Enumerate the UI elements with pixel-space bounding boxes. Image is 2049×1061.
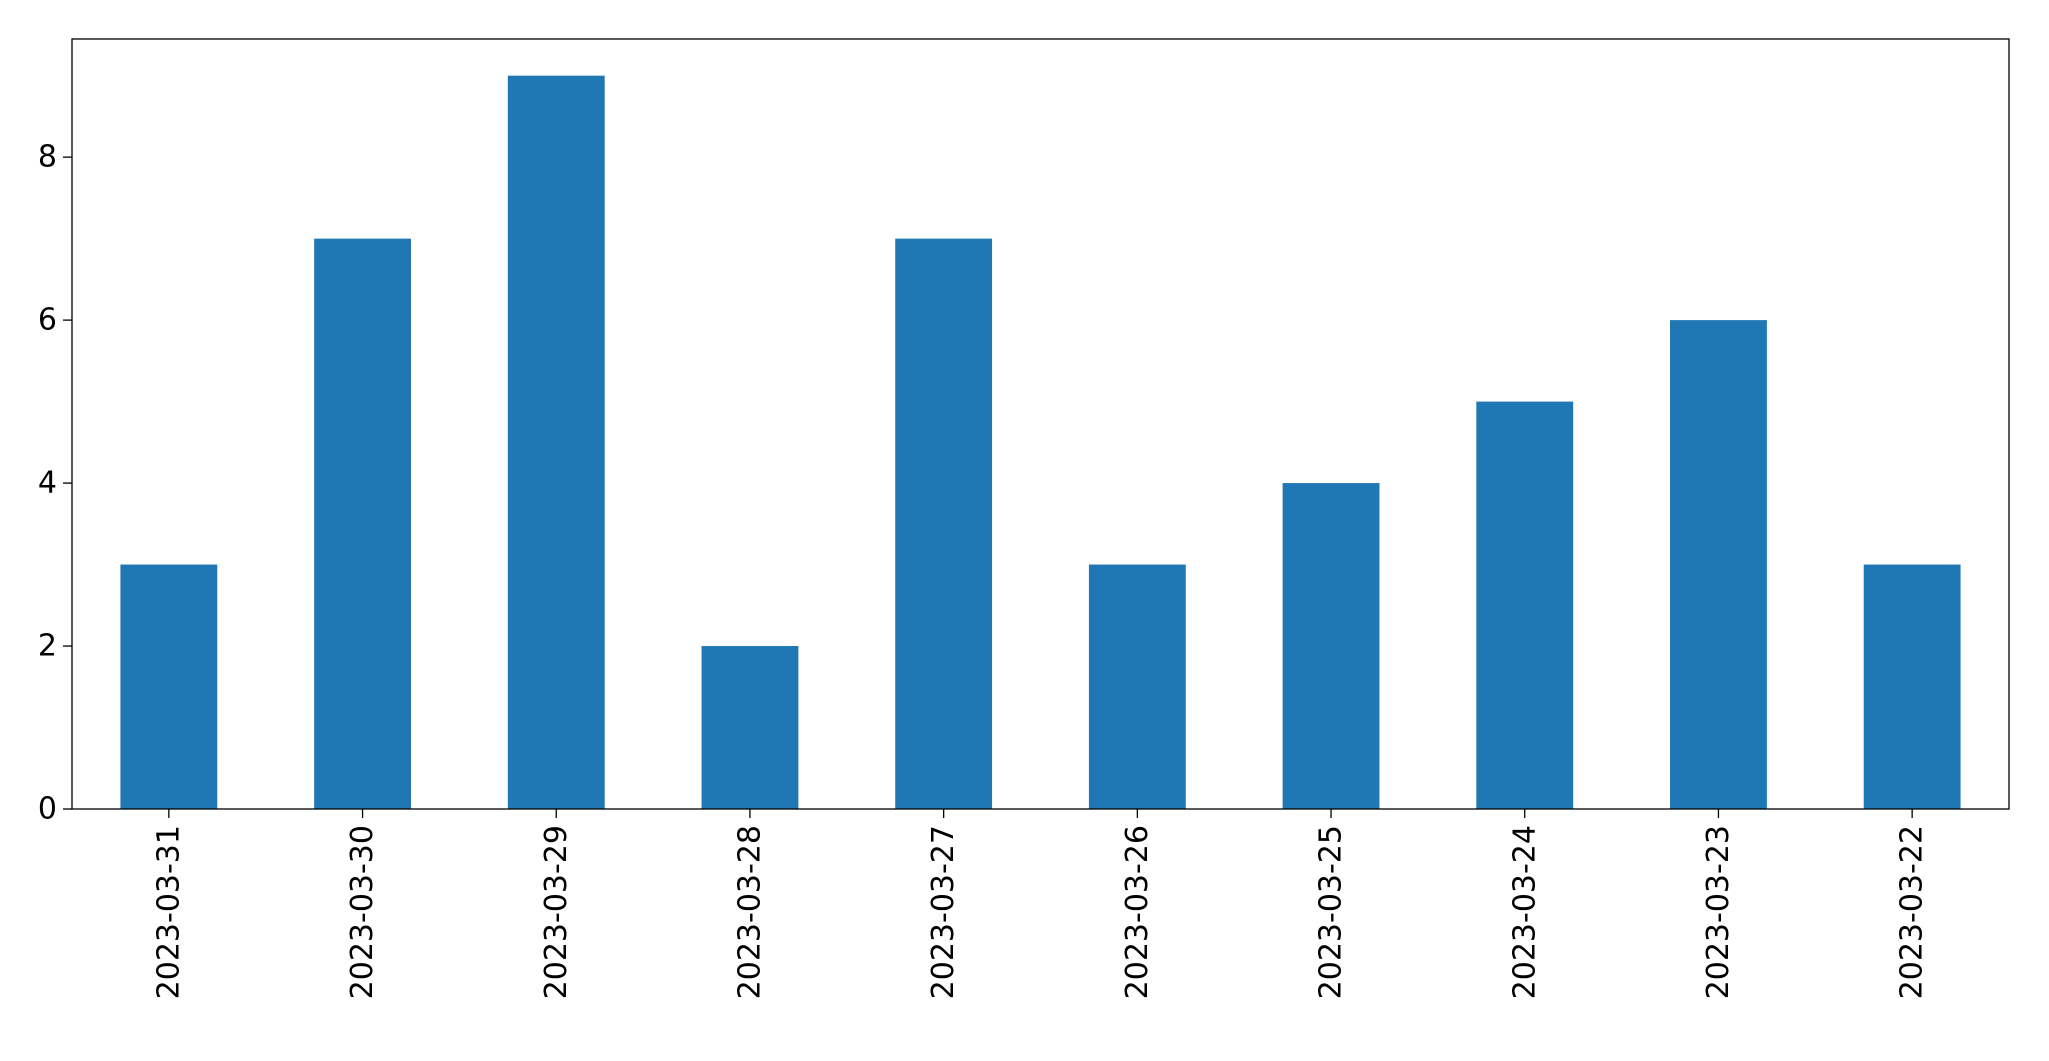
bar bbox=[1863, 564, 1961, 809]
bar bbox=[895, 238, 993, 809]
x-tick-label: 2023-03-27 bbox=[926, 825, 961, 999]
x-tick-label: 2023-03-24 bbox=[1507, 825, 1542, 999]
x-tick-label: 2023-03-31 bbox=[151, 825, 186, 999]
bar bbox=[120, 564, 218, 809]
x-tick-label: 2023-03-23 bbox=[1701, 825, 1736, 999]
bar bbox=[1670, 320, 1767, 809]
x-tick-label: 2023-03-25 bbox=[1314, 825, 1349, 999]
bar bbox=[314, 238, 411, 809]
bar bbox=[1282, 483, 1380, 809]
bar bbox=[701, 646, 799, 809]
y-tick-label: 2 bbox=[38, 629, 57, 664]
x-tick-label: 2023-03-26 bbox=[1120, 825, 1155, 999]
x-tick-label: 2023-03-30 bbox=[345, 825, 380, 999]
bar bbox=[1088, 564, 1186, 809]
bar bbox=[1476, 401, 1574, 809]
x-tick-label: 2023-03-28 bbox=[732, 825, 767, 999]
x-tick-label: 2023-03-22 bbox=[1895, 825, 1930, 999]
y-tick-label: 4 bbox=[38, 466, 57, 501]
y-tick-label: 8 bbox=[38, 140, 57, 175]
bar bbox=[507, 75, 605, 809]
y-tick-label: 0 bbox=[38, 792, 57, 827]
y-tick-label: 6 bbox=[38, 303, 57, 338]
x-tick-label: 2023-03-29 bbox=[539, 825, 574, 999]
plot-frame bbox=[71, 38, 2010, 810]
